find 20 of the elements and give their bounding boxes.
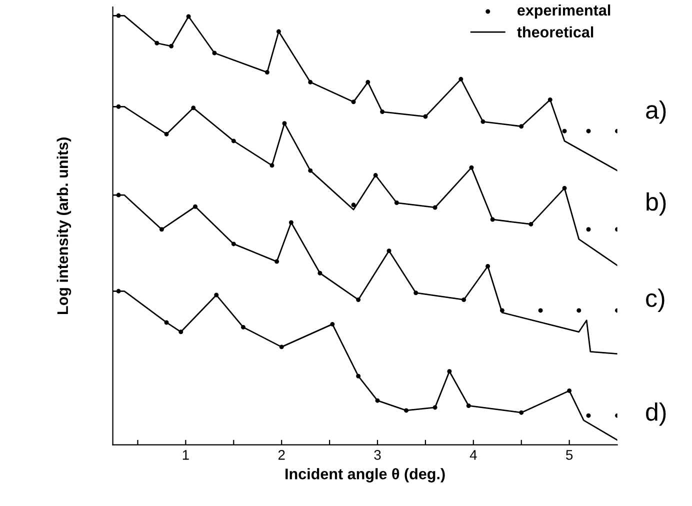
x-tick-label: 4 — [470, 450, 477, 460]
point — [586, 413, 591, 418]
y-axis-title: Log intensity (arb. units) — [56, 138, 72, 314]
point — [576, 308, 582, 313]
x-tick-label: 2 — [278, 450, 285, 460]
x-tick-label: 1 — [182, 450, 189, 460]
legend-label: experimental — [518, 4, 610, 19]
x-axis-title: Incident angle θ (deg.) — [286, 468, 445, 482]
legend-label: theoretical — [517, 26, 594, 38]
x-tick-label: 3 — [374, 450, 381, 460]
x-tick-label: 5 — [566, 450, 573, 460]
point — [351, 202, 356, 208]
point — [586, 227, 591, 232]
text: b) — [646, 192, 666, 216]
point — [586, 128, 591, 134]
text: d) — [646, 402, 666, 426]
point — [562, 128, 567, 134]
point — [538, 308, 543, 313]
text: a) — [646, 100, 666, 124]
text: c) — [646, 288, 664, 312]
